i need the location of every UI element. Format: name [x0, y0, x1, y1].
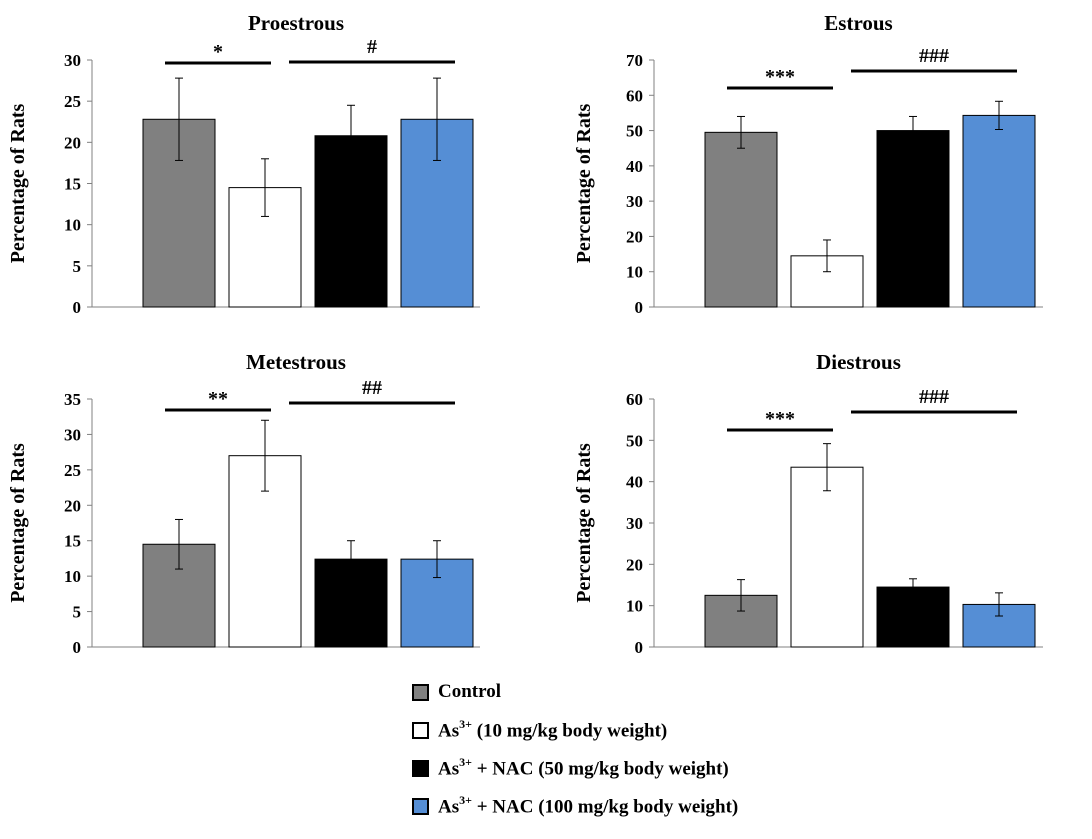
significance-label: ###: [919, 45, 949, 67]
legend-swatch: [412, 759, 429, 777]
y-tick-label: 0: [73, 298, 82, 317]
y-tick-label: 40: [626, 473, 643, 492]
y-tick-label: 25: [64, 92, 81, 111]
y-tick-label: 5: [73, 603, 82, 622]
y-tick-label: 20: [626, 227, 643, 246]
legend-item: As3+ (10 mg/kg body weight): [412, 716, 668, 742]
y-tick-label: 5: [73, 257, 82, 276]
y-tick-label: 30: [626, 192, 643, 211]
significance-label: ###: [919, 386, 949, 408]
y-tick-label: 10: [64, 216, 81, 235]
y-axis-label: Percentage of Rats: [573, 104, 595, 264]
legend-label: As3+ + NAC (50 mg/kg body weight): [438, 754, 729, 780]
figure: Proestrous Percentage of Rats 0 5 10 15 20 25 30…: [7, 11, 1043, 657]
y-tick-label: 60: [626, 390, 643, 409]
y-tick-label: 50: [626, 431, 643, 450]
y-tick-label: 25: [64, 461, 81, 480]
y-tick-label: 10: [626, 263, 643, 282]
bar: [876, 586, 950, 648]
y-axis-label: Percentage of Rats: [573, 443, 595, 603]
legend-label: Control: [438, 681, 501, 702]
legend-swatch: [412, 797, 429, 815]
y-tick-label: 20: [626, 555, 643, 574]
significance-label: ##: [362, 377, 382, 399]
y-tick-label: 10: [64, 567, 81, 586]
y-tick-label: 30: [626, 514, 643, 533]
y-tick-label: 15: [64, 532, 81, 551]
y-tick-label: 20: [64, 133, 81, 152]
bar: [962, 114, 1036, 308]
y-tick-label: 0: [635, 638, 644, 657]
y-tick-label: 30: [64, 51, 81, 70]
chart-title: Diestrous: [816, 350, 901, 374]
chart-title: Estrous: [824, 11, 892, 35]
legend-item: Control: [412, 680, 501, 704]
y-tick-label: 10: [626, 597, 643, 616]
bar: [704, 131, 778, 308]
legend-label: As3+ (10 mg/kg body weight): [438, 716, 668, 742]
y-tick-label: 15: [64, 175, 81, 194]
chart-title: Metestrous: [246, 350, 346, 374]
significance-label: ***: [765, 408, 795, 430]
significance-label: **: [208, 388, 228, 410]
y-tick-label: 0: [73, 638, 82, 657]
y-tick-label: 70: [626, 51, 643, 70]
y-tick-label: 0: [635, 298, 644, 317]
y-tick-label: 60: [626, 86, 643, 105]
legend-swatch: [412, 683, 429, 701]
y-axis-label: Percentage of Rats: [7, 104, 29, 264]
y-tick-label: 35: [64, 390, 81, 409]
bar: [790, 466, 864, 648]
y-tick-label: 50: [626, 122, 643, 141]
significance-label: ***: [765, 66, 795, 88]
y-axis-label: Percentage of Rats: [7, 443, 29, 603]
legend-swatch: [412, 721, 429, 739]
y-tick-label: 20: [64, 496, 81, 515]
legend-label: As3+ + NAC (100 mg/kg body weight): [438, 792, 739, 818]
significance-label: *: [213, 41, 223, 63]
y-tick-label: 30: [64, 425, 81, 444]
legend-item: As3+ + NAC (100 mg/kg body weight): [412, 792, 739, 818]
chart-title: Proestrous: [248, 11, 344, 35]
bar: [876, 130, 950, 308]
y-tick-label: 40: [626, 157, 643, 176]
legend-item: As3+ + NAC (50 mg/kg body weight): [412, 754, 729, 780]
significance-label: #: [367, 36, 377, 58]
